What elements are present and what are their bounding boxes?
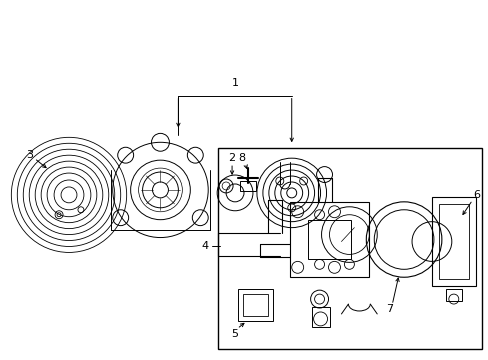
- Text: 4: 4: [201, 242, 208, 252]
- Text: 1: 1: [231, 78, 238, 88]
- Text: 5: 5: [231, 329, 238, 339]
- Text: 2: 2: [228, 153, 235, 163]
- Bar: [431, 197, 475, 286]
- Text: 7: 7: [385, 304, 392, 314]
- Bar: [218, 148, 481, 349]
- Bar: [438, 204, 468, 279]
- Text: 3: 3: [26, 150, 33, 160]
- Bar: [289, 202, 368, 277]
- Bar: [445, 289, 461, 301]
- Bar: [311, 307, 329, 327]
- Text: 8: 8: [238, 153, 245, 163]
- Bar: [238, 289, 272, 321]
- Bar: [243, 294, 267, 316]
- Bar: [240, 181, 255, 191]
- Bar: [307, 220, 351, 260]
- Text: 6: 6: [472, 190, 479, 200]
